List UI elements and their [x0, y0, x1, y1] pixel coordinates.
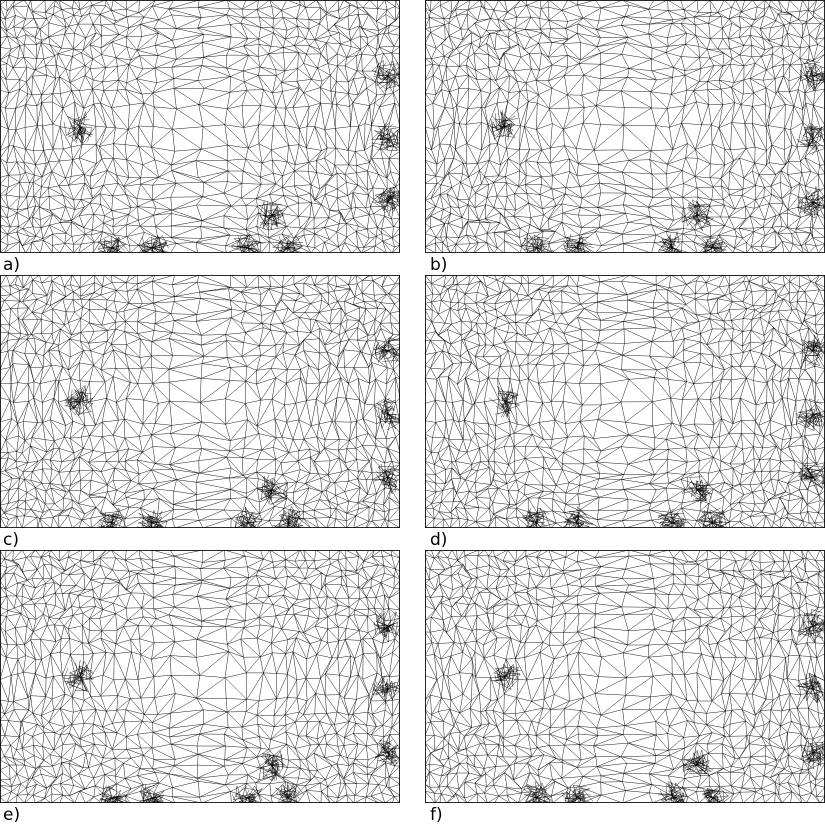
mesh-edges [425, 550, 825, 803]
mesh-a [0, 0, 400, 253]
mesh-edges [0, 0, 400, 253]
mesh-panel-e [0, 550, 400, 803]
mesh-refinement [64, 336, 400, 528]
mesh-border [0, 275, 400, 528]
mesh-border [0, 0, 400, 253]
mesh-refinement [489, 60, 825, 253]
mesh-edges [0, 550, 400, 803]
mesh-edges [425, 275, 825, 528]
mesh-b [425, 0, 825, 253]
mesh-refinement [490, 609, 825, 803]
mesh-refinement [63, 610, 400, 803]
panel-label-d: d) [430, 530, 448, 550]
mesh-border [0, 550, 400, 803]
mesh-f [425, 550, 825, 803]
panel-label-a: a) [3, 255, 21, 275]
panel-label-c: c) [3, 530, 19, 550]
panel-label-f: f) [430, 805, 443, 825]
mesh-edges [425, 0, 825, 253]
mesh-panel-f [425, 550, 825, 803]
mesh-panel-c [0, 275, 400, 528]
mesh-c [0, 275, 400, 528]
mesh-e [0, 550, 400, 803]
panel-label-e: e) [3, 805, 21, 825]
mesh-panel-b [425, 0, 825, 253]
mesh-edges [0, 275, 400, 528]
mesh-d [425, 275, 825, 528]
mesh-panel-d [425, 275, 825, 528]
panel-label-b: b) [430, 255, 448, 275]
mesh-refinement [488, 334, 825, 528]
mesh-panel-a [0, 0, 400, 253]
mesh-refinement [63, 59, 400, 253]
